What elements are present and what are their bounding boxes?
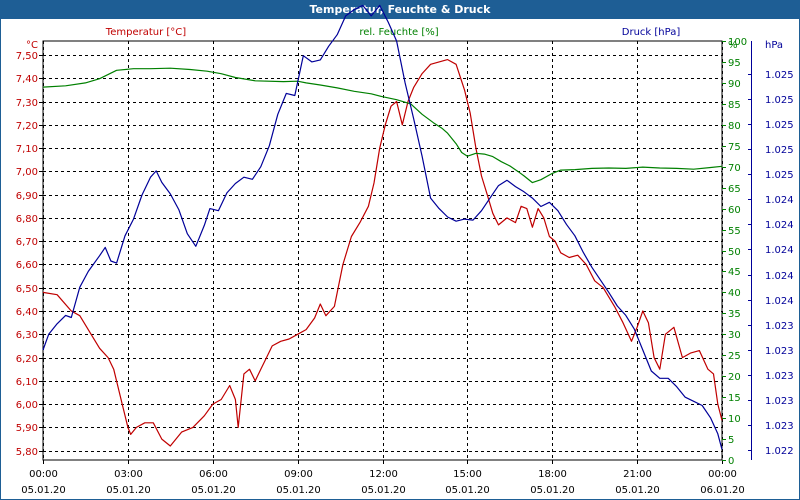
y-tick-label-humidity: 70	[728, 163, 741, 174]
y-tick-label-pressure: 1.024	[765, 220, 794, 231]
y-tick-label-temperature: 5,80	[16, 447, 38, 458]
y-tick-label-temperature: 6,70	[16, 237, 38, 248]
axis-label-temperature: Temperatur [°C]	[105, 27, 186, 38]
y-tick-label-pressure: 1.025	[765, 145, 794, 156]
y-tick-label-temperature: 7,40	[16, 74, 38, 85]
y-tick-label-pressure: 1.022	[765, 446, 794, 457]
y-tick-label-temperature: 5,90	[16, 423, 38, 434]
y-tick-label-pressure: 1.024	[765, 271, 794, 282]
x-tick-label-date: 05.01.20	[106, 485, 151, 496]
y-tick-label-humidity: 40	[728, 288, 741, 299]
x-tick-label-time: 18:00	[538, 469, 567, 480]
x-tick-label-date: 05.01.20	[445, 485, 490, 496]
series-line-pressure	[42, 4, 723, 450]
x-tick-label-date: 05.01.20	[191, 485, 236, 496]
y-tick-label-humidity: 55	[728, 226, 741, 237]
y-tick-label-pressure: 1.025	[765, 170, 794, 181]
y-tick-label-pressure: 1.023	[765, 421, 794, 432]
y-tick-label-pressure: 1.024	[765, 245, 794, 256]
window-title: Temperatur, Feuchte & Druck	[1, 1, 799, 19]
y-tick-label-pressure: 1.023	[765, 321, 794, 332]
y-tick-label-humidity: 85	[728, 100, 741, 111]
y-tick-label-pressure: 1.023	[765, 371, 794, 382]
x-tick-label-date: 05.01.20	[276, 485, 321, 496]
y-tick-label-pressure: 1.025	[765, 70, 794, 81]
y-tick-label-humidity: 100	[728, 37, 747, 48]
x-tick-label-date: 05.01.20	[361, 485, 406, 496]
y-tick-label-pressure: 1.024	[765, 296, 794, 307]
x-tick-label-time: 03:00	[114, 469, 143, 480]
y-tick-label-humidity: 35	[728, 309, 741, 320]
y-tick-label-temperature: 6,90	[16, 191, 38, 202]
y-tick-label-humidity: 50	[728, 247, 741, 258]
x-tick-label-time: 00:00	[29, 469, 58, 480]
y-tick-label-temperature: 7,20	[16, 121, 38, 132]
y-tick-label-humidity: 95	[728, 58, 741, 69]
y-tick-label-humidity: 20	[728, 372, 741, 383]
y-tick-label-temperature: 7,00	[16, 167, 38, 178]
y-tick-label-humidity: 80	[728, 121, 741, 132]
y-tick-label-humidity: 90	[728, 79, 741, 90]
y-tick-label-temperature: 7,30	[16, 98, 38, 109]
y-tick-label-temperature: 6,10	[16, 377, 38, 388]
y-tick-label-temperature: 7,10	[16, 144, 38, 155]
y-tick-label-pressure: 1.025	[765, 95, 794, 106]
y-axis-unit-temperature: °C	[26, 40, 38, 51]
x-tick-label-time: 12:00	[369, 469, 398, 480]
x-tick-label-time: 06:00	[199, 469, 228, 480]
x-tick-label-date: 06.01.20	[700, 485, 745, 496]
y-tick-label-humidity: 75	[728, 142, 741, 153]
y-tick-label-pressure: 1.025	[765, 120, 794, 131]
y-tick-label-humidity: 0	[728, 456, 734, 467]
y-tick-label-pressure: 1.023	[765, 396, 794, 407]
x-tick-label-time: 00:00	[708, 469, 737, 480]
y-tick-label-humidity: 60	[728, 205, 741, 216]
y-tick-label-humidity: 30	[728, 330, 741, 341]
y-tick-label-pressure: 1.023	[765, 346, 794, 357]
y-tick-label-humidity: 5	[728, 435, 734, 446]
y-tick-label-humidity: 15	[728, 393, 741, 404]
x-tick-label-date: 05.01.20	[530, 485, 575, 496]
y-tick-label-pressure: 1.024	[765, 195, 794, 206]
x-tick-label-time: 09:00	[284, 469, 313, 480]
axis-label-pressure: Druck [hPa]	[622, 27, 681, 38]
y-tick-label-temperature: 7,50	[16, 51, 38, 62]
y-tick-label-temperature: 6,30	[16, 330, 38, 341]
y-axis-unit-pressure: hPa	[765, 40, 783, 51]
x-tick-label-time: 21:00	[623, 469, 652, 480]
y-tick-label-temperature: 6,80	[16, 214, 38, 225]
y-axis-unit-humidity: %	[728, 40, 738, 51]
y-tick-label-humidity: 10	[728, 414, 741, 425]
series-line-temperature	[42, 59, 723, 447]
y-tick-label-humidity: 65	[728, 184, 741, 195]
series-line-humidity	[42, 67, 723, 184]
plot-area	[42, 40, 723, 461]
y-tick-label-temperature: 6,00	[16, 400, 38, 411]
y-tick-label-humidity: 45	[728, 267, 741, 278]
y-tick-label-temperature: 6,60	[16, 260, 38, 271]
y-tick-label-temperature: 6,20	[16, 354, 38, 365]
x-tick-label-date: 05.01.20	[21, 485, 66, 496]
axis-label-humidity: rel. Feuchte [%]	[359, 27, 438, 38]
x-tick-label-date: 05.01.20	[615, 485, 660, 496]
x-tick-label-time: 15:00	[453, 469, 482, 480]
y-tick-label-humidity: 25	[728, 351, 741, 362]
y-tick-label-temperature: 6,50	[16, 284, 38, 295]
y-tick-label-temperature: 6,40	[16, 307, 38, 318]
